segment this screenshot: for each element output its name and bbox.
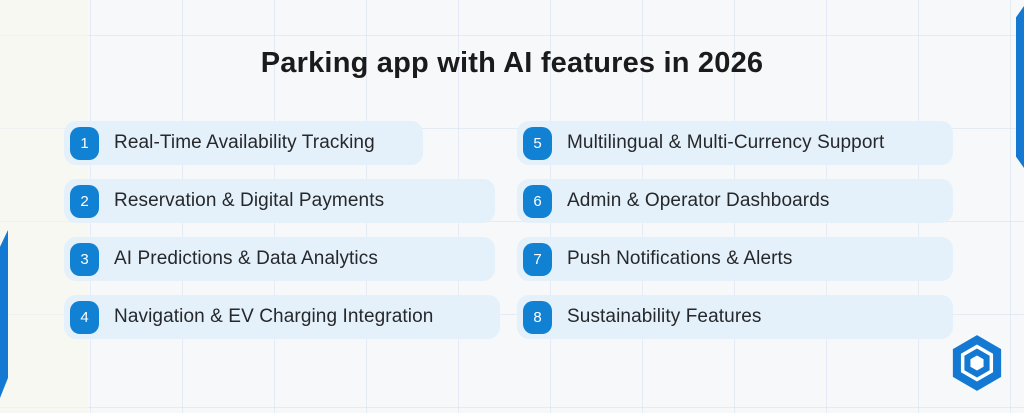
feature-item-5: 5 Multilingual & Multi-Currency Support [517,121,953,165]
feature-number-badge: 5 [523,126,552,160]
feature-item-8: 8 Sustainability Features [517,295,953,339]
feature-number-badge: 7 [523,242,552,276]
feature-column-right: 5 Multilingual & Multi-Currency Support … [517,121,953,339]
accent-bar-right [1016,6,1024,168]
feature-number-badge: 8 [523,300,552,334]
feature-label: Real-Time Availability Tracking [114,132,375,153]
feature-label: Sustainability Features [567,306,762,327]
feature-number-badge: 6 [523,184,552,218]
feature-item-6: 6 Admin & Operator Dashboards [517,179,953,223]
feature-item-2: 2 Reservation & Digital Payments [64,179,495,223]
feature-number-badge: 4 [70,300,99,334]
feature-label: Admin & Operator Dashboards [567,190,830,211]
feature-column-left: 1 Real-Time Availability Tracking 2 Rese… [64,121,500,339]
nested-hexagon-logo-icon [952,335,1002,391]
feature-label: Navigation & EV Charging Integration [114,306,434,327]
feature-number-badge: 2 [70,184,99,218]
feature-item-4: 4 Navigation & EV Charging Integration [64,295,500,339]
feature-item-3: 3 AI Predictions & Data Analytics [64,237,495,281]
feature-number-badge: 3 [70,242,99,276]
feature-label: Multilingual & Multi-Currency Support [567,132,885,153]
feature-item-7: 7 Push Notifications & Alerts [517,237,953,281]
feature-label: Reservation & Digital Payments [114,190,385,211]
feature-label: Push Notifications & Alerts [567,248,793,269]
feature-label: AI Predictions & Data Analytics [114,248,378,269]
page-title: Parking app with AI features in 2026 [260,47,764,79]
feature-number-badge: 1 [70,126,99,160]
feature-item-1: 1 Real-Time Availability Tracking [64,121,423,165]
accent-bar-left [0,230,8,398]
